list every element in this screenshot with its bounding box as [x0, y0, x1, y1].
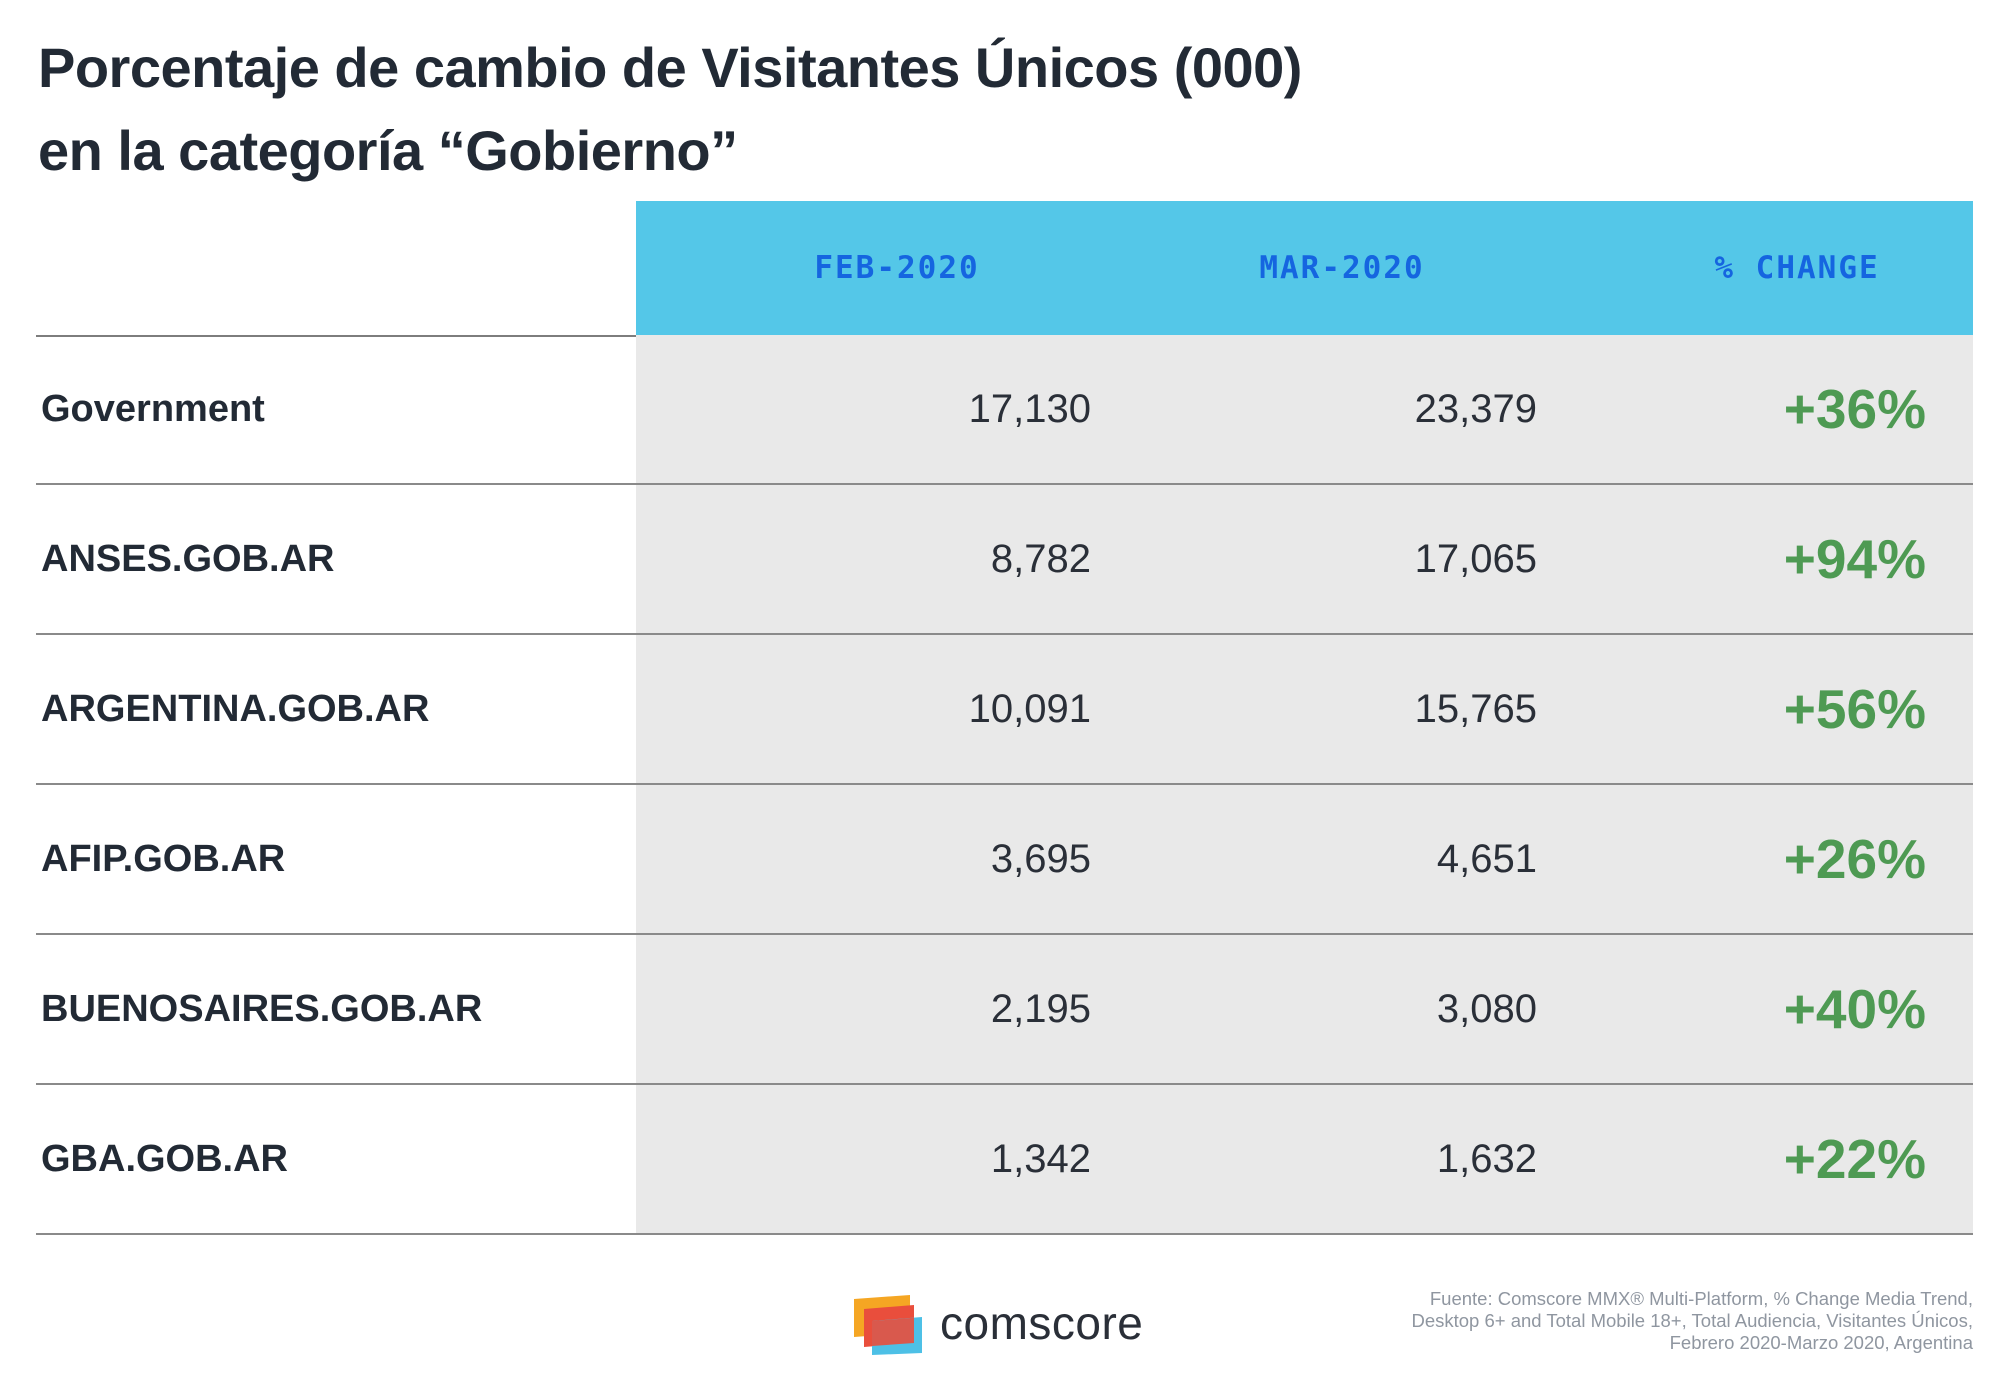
chart-title: Porcentaje de cambio de Visitantes Único… [38, 26, 1538, 192]
mar-value: 3,080 [1436, 987, 1537, 1031]
table-row: Government 17,130 23,379 +36% [36, 335, 1973, 485]
feb-value: 10,091 [968, 687, 1091, 731]
row-label: ARGENTINA.GOB.AR [41, 688, 430, 730]
change-value: +36% [1783, 378, 1926, 440]
table-row: ARGENTINA.GOB.AR 10,091 15,765 +56% [36, 635, 1973, 785]
row-shade [636, 785, 1973, 935]
mar-value: 1,632 [1436, 1137, 1537, 1181]
table-body: Government 17,130 23,379 +36% ANSES.GOB.AR 8,… [36, 335, 1973, 1235]
row-shade [636, 1085, 1973, 1235]
table-header: FEB-2020 MAR-2020 % CHANGE [36, 201, 1973, 335]
feb-value: 1,342 [990, 1137, 1091, 1181]
mar-value: 23,379 [1414, 387, 1537, 431]
change-value: +40% [1783, 978, 1926, 1040]
row-shade [636, 635, 1973, 785]
row-label: AFIP.GOB.AR [41, 838, 286, 880]
mar-value: 4,651 [1436, 837, 1537, 881]
row-divider [36, 783, 1973, 785]
logo-wordmark: comscore [940, 1297, 1144, 1349]
feb-value: 2,195 [990, 987, 1091, 1031]
row-label: Government [41, 388, 265, 430]
column-header-change: % CHANGE [1714, 250, 1880, 286]
column-header-mar: MAR-2020 [1259, 250, 1425, 286]
column-header-feb: FEB-2020 [814, 250, 980, 286]
row-shade [636, 935, 1973, 1085]
row-divider [36, 633, 1973, 635]
row-shade [636, 485, 1973, 635]
header-band [636, 201, 1973, 335]
source-line-1: Fuente: Comscore MMX® Multi-Platform, % … [1429, 1288, 1973, 1309]
row-divider [36, 1233, 1973, 1235]
data-table: FEB-2020 MAR-2020 % CHANGE Government 17,… [36, 201, 1973, 1235]
source-line-3: Febrero 2020-Marzo 2020, Argentina [1669, 1332, 1973, 1353]
row-divider [36, 933, 1973, 935]
table-row: GBA.GOB.AR 1,342 1,632 +22% [36, 1085, 1973, 1235]
title-line-1: Porcentaje de cambio de Visitantes Único… [38, 36, 1302, 99]
row-label: GBA.GOB.AR [41, 1138, 288, 1180]
mar-value: 15,765 [1414, 687, 1537, 731]
row-divider [36, 483, 1973, 485]
row-shade [636, 335, 1973, 485]
table-row: BUENOSAIRES.GOB.AR 2,195 3,080 +40% [36, 935, 1973, 1085]
comscore-logo-icon [854, 1295, 922, 1355]
title-line-2: en la categoría “Gobierno” [38, 119, 738, 182]
change-value: +22% [1783, 1128, 1926, 1190]
row-label: BUENOSAIRES.GOB.AR [41, 988, 483, 1030]
table-row: ANSES.GOB.AR 8,782 17,065 +94% [36, 485, 1973, 635]
source-line-2: Desktop 6+ and Total Mobile 18+, Total A… [1411, 1310, 1973, 1331]
feb-value: 17,130 [968, 387, 1091, 431]
change-value: +94% [1783, 528, 1926, 590]
feb-value: 8,782 [990, 537, 1091, 581]
mar-value: 17,065 [1414, 537, 1537, 581]
change-value: +56% [1783, 678, 1926, 740]
table-row: AFIP.GOB.AR 3,695 4,651 +26% [36, 785, 1973, 935]
row-label: ANSES.GOB.AR [41, 538, 335, 580]
change-value: +26% [1783, 828, 1926, 890]
feb-value: 3,695 [990, 837, 1091, 881]
row-divider [36, 1083, 1973, 1085]
source-note: Fuente: Comscore MMX® Multi-Platform, % … [1273, 1288, 1973, 1354]
